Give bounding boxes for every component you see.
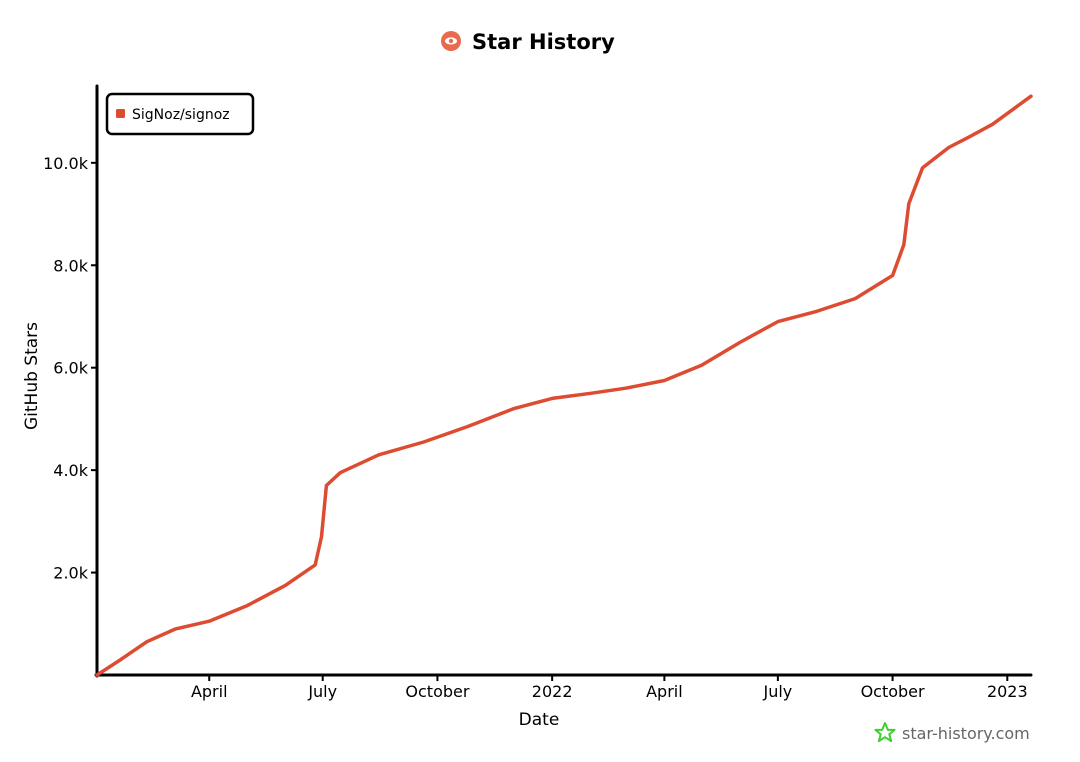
footer-brand-text[interactable]: star-history.com (902, 724, 1030, 743)
series-line-signoz (95, 94, 1033, 677)
y-tick-label-1: 4.0k (53, 461, 88, 480)
x-tick-label-7: 2023 (987, 682, 1028, 701)
x-tick-label-5: July (762, 682, 792, 701)
x-tick-label-4: April (646, 682, 683, 701)
legend-entry-signoz: SigNoz/signoz (132, 107, 230, 123)
x-axis-label: Date (519, 710, 560, 730)
eye-logo-icon (441, 31, 461, 51)
y-tick-label-3: 8.0k (53, 256, 88, 275)
y-tick-label-2: 6.0k (53, 359, 88, 378)
legend-box (105, 92, 255, 136)
x-tick-label-0: April (191, 682, 228, 701)
legend-swatch-signoz (116, 109, 125, 118)
chart-title: Star History (472, 30, 615, 54)
x-tick-label-6: October (861, 682, 925, 701)
legend: SigNoz/signoz (105, 92, 255, 136)
star-outline-icon (874, 722, 896, 743)
x-tick-label-2: October (405, 682, 469, 701)
axes (94, 84, 1033, 678)
y-axis-label: GitHub Stars (22, 322, 42, 430)
x-tick-label-3: 2022 (532, 682, 573, 701)
chart-title-group: Star History (441, 30, 615, 54)
y-tick-label-4: 10.0k (43, 154, 89, 173)
footer-brand[interactable]: star-history.com (874, 722, 1030, 743)
x-tick-labels: April July October 2022 April July October 2023 (191, 675, 1028, 701)
y-tick-labels: 2.0k 4.0k 6.0k 8.0k 10.0k (43, 154, 97, 583)
x-tick-label-1: July (307, 682, 337, 701)
y-tick-label-0: 2.0k (53, 564, 88, 583)
